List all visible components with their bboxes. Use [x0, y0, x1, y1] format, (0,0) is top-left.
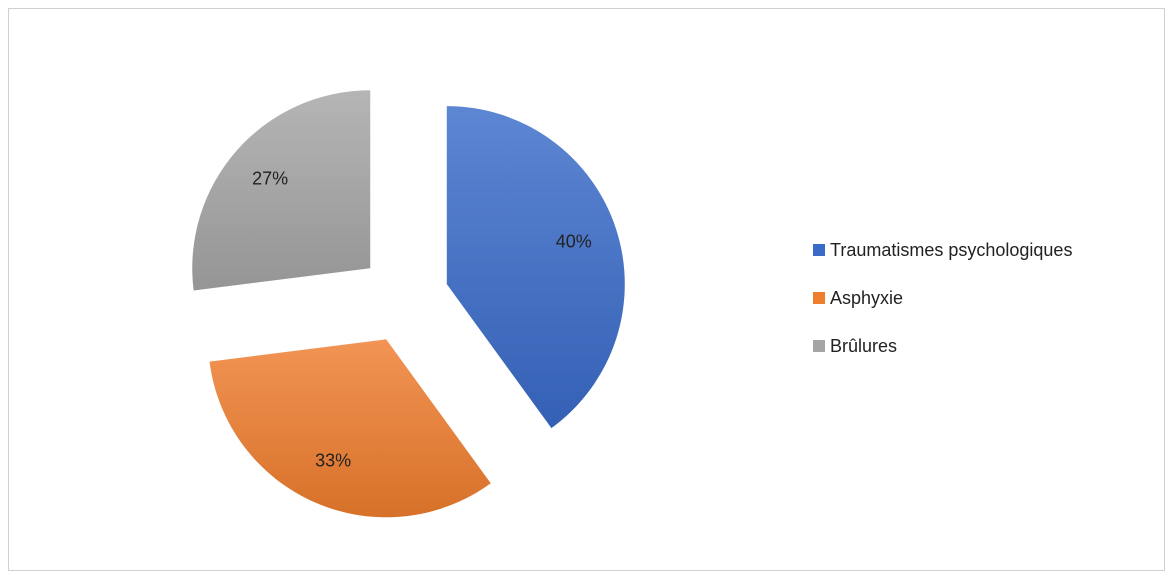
legend-label: Brûlures: [830, 336, 897, 356]
data-label: 33%: [315, 451, 351, 471]
pie-slice: [209, 339, 491, 518]
legend-swatch: [813, 340, 825, 352]
pie-slice: [446, 106, 625, 429]
legend-swatch: [813, 244, 825, 256]
data-label: 27%: [252, 169, 288, 189]
legend-label: Traumatismes psychologiques: [830, 240, 1072, 260]
pie-slice: [192, 90, 371, 291]
data-label: 40%: [556, 232, 592, 252]
legend-label: Asphyxie: [830, 288, 903, 308]
legend-swatch: [813, 292, 825, 304]
